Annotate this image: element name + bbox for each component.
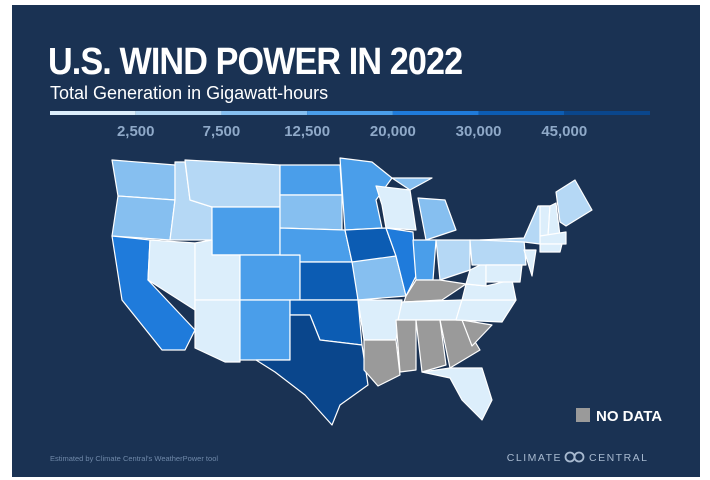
state [421, 367, 493, 421]
state [391, 177, 433, 191]
state [255, 314, 369, 426]
legend-swatch [307, 111, 393, 115]
title: U.S. WIND POWER IN 2022 [48, 39, 462, 82]
state [395, 319, 417, 373]
state [385, 227, 417, 297]
legend-swatch [564, 111, 650, 115]
states [111, 157, 593, 426]
state [439, 319, 481, 369]
state [239, 254, 301, 301]
state [555, 179, 593, 227]
state [539, 243, 563, 253]
legend-label: 7,500 [203, 123, 241, 140]
state [539, 231, 567, 245]
state [417, 197, 457, 241]
state [412, 239, 437, 281]
state [375, 185, 417, 231]
state [363, 339, 401, 387]
state [415, 319, 447, 373]
state [397, 299, 463, 321]
legend-label: 30,000 [456, 123, 502, 140]
state [523, 249, 537, 277]
legend-swatch [221, 111, 308, 115]
legend-label: 20,000 [370, 123, 416, 140]
subtitle: Total Generation in Gigawatt-hours [50, 83, 328, 103]
footnote: Estimated by Climate Central's WeatherPo… [50, 454, 218, 463]
no-data-label: NO DATA [596, 408, 662, 425]
legend-swatch [135, 111, 222, 115]
state [194, 299, 241, 363]
state [299, 261, 359, 301]
state [461, 319, 493, 347]
legend-swatch [50, 111, 136, 115]
legend-swatch [478, 111, 565, 115]
logo-text: CLIMATE [507, 452, 562, 464]
state [279, 164, 343, 196]
legend-label: 45,000 [541, 123, 587, 140]
state [111, 159, 176, 201]
legend-swatch [392, 111, 479, 115]
state [279, 194, 343, 231]
state [239, 299, 291, 361]
no-data-swatch [576, 408, 590, 422]
state [111, 195, 176, 241]
legend-label: 2,500 [117, 123, 155, 140]
state [211, 206, 281, 256]
state [485, 264, 523, 283]
logo-text: CENTRAL [589, 452, 649, 464]
state [469, 239, 527, 266]
state [184, 159, 281, 208]
legend: 2,500 7,500 12,500 20,000 30,000 45,000 [50, 111, 650, 140]
legend-label: 12,500 [284, 123, 330, 140]
logo-icon [573, 451, 585, 463]
